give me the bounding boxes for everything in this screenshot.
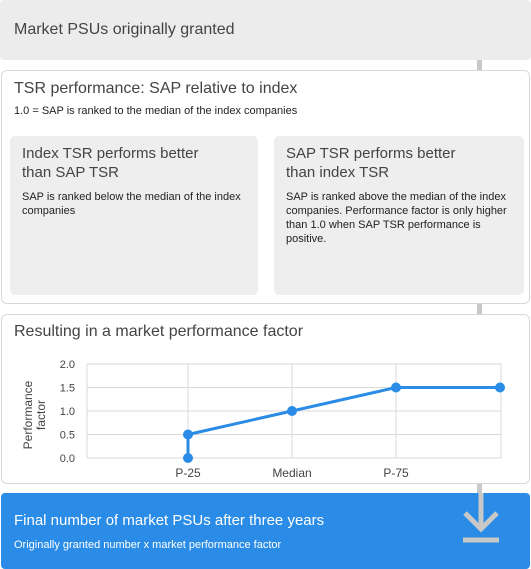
performance-factor-chart: 0.0 0.5 1.0 1.5 2.0 P-25 Median P-75 Performance… <box>21 359 505 480</box>
data-point <box>183 453 193 463</box>
index-better-heading-line2: than SAP TSR <box>22 164 120 181</box>
index-better-body: SAP is ranked below the median of the in… <box>22 191 241 217</box>
final-title: Final number of market PSUs after three … <box>14 512 325 529</box>
factor-box: Resulting in a market performance factor… <box>1 314 530 484</box>
sap-better-body: SAP is ranked above the median of the in… <box>286 191 507 245</box>
y-tick-label: 1.0 <box>60 406 75 418</box>
data-point <box>183 429 193 440</box>
factor-title: Resulting in a market performance factor <box>14 323 304 340</box>
data-point <box>391 382 401 393</box>
index-better-heading: Index TSR performs better than SAP TSR <box>22 144 198 182</box>
final-box: Final number of market PSUs after three … <box>1 493 530 569</box>
data-point <box>495 382 505 393</box>
y-tick-label: 1.5 <box>60 383 75 395</box>
data-point <box>287 406 297 416</box>
y-tick-label: 0.5 <box>60 430 75 442</box>
final-subtitle: Originally granted number x market perfo… <box>14 539 282 551</box>
sap-better-heading: SAP TSR performs better than index TSR <box>286 144 456 182</box>
index-better-panel: Index TSR performs better than SAP TSR S… <box>10 136 258 295</box>
x-tick-label: P-75 <box>383 466 409 480</box>
flow-connector <box>477 484 482 493</box>
y-axis-label: Performancefactor <box>21 380 48 449</box>
x-tick-label: P-25 <box>175 466 201 480</box>
x-tick-label: Median <box>272 466 311 480</box>
arrow-down-icon <box>463 493 499 543</box>
flow-connector <box>477 304 482 314</box>
sap-better-panel: SAP TSR performs better than index TSR S… <box>274 136 524 295</box>
tsr-title: TSR performance: SAP relative to index <box>14 80 298 97</box>
tsr-subtitle: 1.0 = SAP is ranked to the median of the… <box>14 105 298 117</box>
series-line <box>186 386 500 458</box>
y-tick-label: 0.0 <box>60 453 75 465</box>
tsr-box: TSR performance: SAP relative to index 1… <box>1 70 530 304</box>
index-better-heading-line1: Index TSR performs better <box>22 145 199 162</box>
sap-better-heading-line1: SAP TSR performs better <box>286 145 456 162</box>
y-tick-label: 2.0 <box>60 359 75 371</box>
granted-box: Market PSUs originally granted <box>0 0 531 60</box>
granted-title: Market PSUs originally granted <box>14 21 235 38</box>
sap-better-heading-line2: than index TSR <box>286 164 390 181</box>
